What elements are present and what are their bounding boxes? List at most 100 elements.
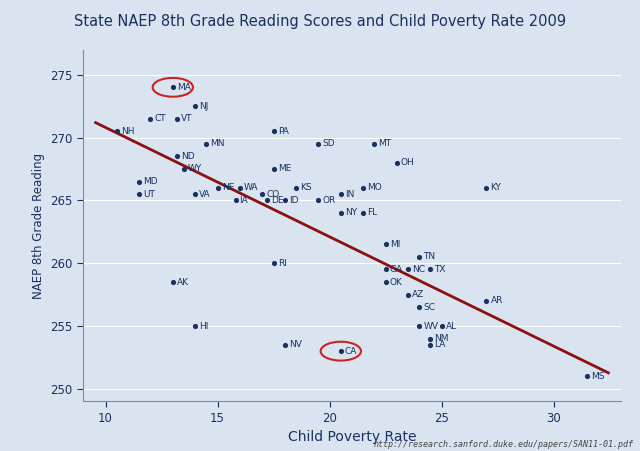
- Text: WV: WV: [423, 322, 438, 331]
- Point: [134, 190, 145, 198]
- Point: [425, 341, 435, 349]
- Text: RI: RI: [278, 259, 287, 268]
- Y-axis label: NAEP 8th Grade Reading: NAEP 8th Grade Reading: [32, 152, 45, 299]
- Point: [262, 197, 272, 204]
- Point: [190, 102, 200, 110]
- Point: [313, 197, 323, 204]
- Point: [414, 304, 424, 311]
- Point: [212, 184, 223, 191]
- Text: DE: DE: [271, 196, 284, 205]
- Text: IN: IN: [345, 189, 354, 198]
- Text: NE: NE: [221, 183, 234, 192]
- Point: [436, 322, 447, 330]
- Text: IA: IA: [239, 196, 248, 205]
- Point: [201, 140, 211, 147]
- Text: AR: AR: [490, 296, 503, 305]
- Text: PA: PA: [278, 127, 289, 136]
- Point: [380, 266, 390, 273]
- Point: [111, 128, 122, 135]
- Text: NC: NC: [412, 265, 425, 274]
- Point: [230, 197, 241, 204]
- Text: NJ: NJ: [199, 101, 209, 110]
- Point: [168, 278, 178, 285]
- Text: State NAEP 8th Grade Reading Scores and Child Poverty Rate 2009: State NAEP 8th Grade Reading Scores and …: [74, 14, 566, 28]
- Text: TX: TX: [435, 265, 446, 274]
- Point: [369, 140, 380, 147]
- Point: [335, 348, 346, 355]
- Text: AL: AL: [445, 322, 457, 331]
- Point: [425, 335, 435, 342]
- Point: [414, 253, 424, 261]
- Text: VA: VA: [199, 189, 211, 198]
- Point: [268, 260, 278, 267]
- Text: SD: SD: [323, 139, 335, 148]
- Point: [172, 115, 182, 122]
- Point: [392, 159, 402, 166]
- Point: [280, 197, 290, 204]
- Text: AZ: AZ: [412, 290, 424, 299]
- Point: [168, 84, 178, 91]
- Point: [291, 184, 301, 191]
- Text: MS: MS: [591, 372, 605, 381]
- Text: KS: KS: [300, 183, 312, 192]
- Text: NH: NH: [121, 127, 134, 136]
- Text: MA: MA: [177, 83, 191, 92]
- Text: VT: VT: [181, 114, 193, 123]
- Point: [268, 128, 278, 135]
- X-axis label: Child Poverty Rate: Child Poverty Rate: [288, 430, 416, 444]
- Text: MO: MO: [367, 183, 382, 192]
- Text: CO: CO: [266, 189, 280, 198]
- Point: [358, 184, 368, 191]
- Text: MI: MI: [390, 240, 400, 249]
- Text: LA: LA: [435, 341, 446, 350]
- Text: NM: NM: [435, 334, 449, 343]
- Text: MD: MD: [143, 177, 158, 186]
- Text: WA: WA: [244, 183, 259, 192]
- Point: [280, 341, 290, 349]
- Point: [425, 266, 435, 273]
- Point: [582, 373, 592, 380]
- Point: [380, 278, 390, 285]
- Text: OR: OR: [323, 196, 336, 205]
- Point: [145, 115, 156, 122]
- Text: MT: MT: [378, 139, 392, 148]
- Text: ID: ID: [289, 196, 298, 205]
- Text: ME: ME: [278, 165, 291, 174]
- Text: FL: FL: [367, 208, 378, 217]
- Text: WY: WY: [188, 165, 202, 174]
- Point: [235, 184, 245, 191]
- Point: [313, 140, 323, 147]
- Text: CA: CA: [345, 347, 357, 356]
- Text: http://research.sanford.duke.edu/papers/SAN11-01.pdf: http://research.sanford.duke.edu/papers/…: [374, 440, 634, 449]
- Text: NV: NV: [289, 341, 301, 350]
- Text: KY: KY: [490, 183, 501, 192]
- Point: [403, 266, 413, 273]
- Text: CT: CT: [154, 114, 166, 123]
- Point: [414, 322, 424, 330]
- Point: [257, 190, 268, 198]
- Point: [179, 166, 189, 173]
- Point: [190, 322, 200, 330]
- Point: [358, 209, 368, 216]
- Text: MN: MN: [211, 139, 225, 148]
- Text: UT: UT: [143, 189, 155, 198]
- Point: [403, 291, 413, 298]
- Text: TN: TN: [423, 253, 435, 262]
- Text: GA: GA: [390, 265, 403, 274]
- Point: [481, 297, 492, 304]
- Text: ND: ND: [181, 152, 195, 161]
- Point: [335, 209, 346, 216]
- Point: [134, 178, 145, 185]
- Text: HI: HI: [199, 322, 209, 331]
- Point: [335, 190, 346, 198]
- Text: OH: OH: [401, 158, 415, 167]
- Point: [481, 184, 492, 191]
- Point: [268, 166, 278, 173]
- Text: AK: AK: [177, 277, 189, 286]
- Text: SC: SC: [423, 303, 435, 312]
- Point: [380, 241, 390, 248]
- Text: OK: OK: [390, 277, 403, 286]
- Text: NY: NY: [345, 208, 357, 217]
- Point: [190, 190, 200, 198]
- Point: [172, 153, 182, 160]
